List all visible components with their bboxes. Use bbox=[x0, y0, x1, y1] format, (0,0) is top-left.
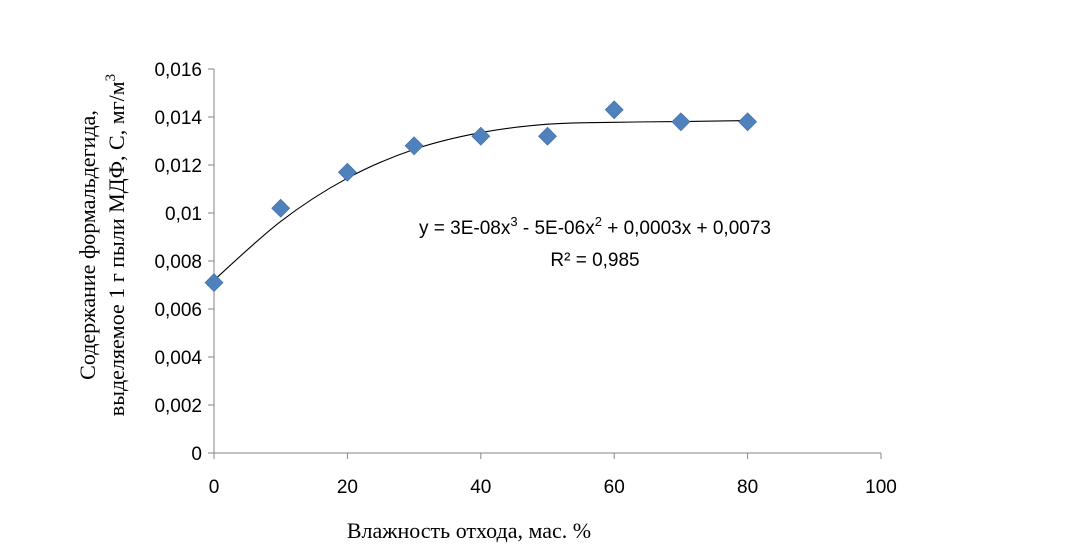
y-axis-title-line-2-text: выделяемое 1 г пыли МДФ, С, мг/м bbox=[104, 81, 129, 416]
y-axis-title: Содержание формальдегида, выделяемое 1 г… bbox=[75, 74, 129, 416]
equation-part-3: + 0,0003x + 0,0073 bbox=[602, 218, 771, 239]
y-axis-ticks: 0 0,002 0,004 0,006 0,008 0,01 0,012 0,014 0,016 bbox=[154, 60, 214, 465]
y-tick-label: 0 bbox=[191, 444, 202, 465]
y-axis-title-line-1: Содержание формальдегида, bbox=[75, 110, 100, 380]
y-tick-label: 0,016 bbox=[154, 60, 202, 81]
y-tick-label: 0,002 bbox=[154, 396, 202, 417]
data-point bbox=[337, 162, 357, 182]
y-tick-label: 0,004 bbox=[154, 348, 202, 369]
data-point bbox=[671, 112, 691, 132]
x-tick-label: 80 bbox=[737, 477, 758, 498]
x-tick-label: 20 bbox=[337, 477, 358, 498]
x-axis-ticks: 0 20 40 60 80 100 bbox=[209, 453, 897, 498]
x-tick-label: 0 bbox=[209, 477, 220, 498]
data-point bbox=[538, 126, 557, 146]
x-tick-label: 100 bbox=[865, 477, 897, 498]
y-tick-label: 0,008 bbox=[154, 252, 202, 273]
data-point bbox=[471, 126, 491, 146]
data-points bbox=[204, 100, 758, 293]
x-axis-title: Влажность отхода, мас. % bbox=[347, 518, 591, 543]
data-point bbox=[404, 136, 424, 156]
equation-exponent-2: 2 bbox=[595, 214, 602, 229]
equation-part-2: - 5E-06x bbox=[518, 218, 596, 239]
y-tick-label: 0,006 bbox=[154, 300, 202, 321]
r-squared-label: R² = 0,985 bbox=[550, 250, 639, 271]
y-tick-label: 0,01 bbox=[165, 204, 202, 225]
data-point bbox=[204, 273, 224, 293]
y-tick-label: 0,014 bbox=[154, 108, 202, 129]
y-axis-title-superscript: 3 bbox=[103, 74, 119, 82]
x-tick-label: 40 bbox=[470, 477, 491, 498]
equation-part-1: y = 3E-08x bbox=[419, 218, 511, 239]
data-point bbox=[738, 112, 758, 132]
x-tick-label: 60 bbox=[604, 477, 625, 498]
equation-exponent-3: 3 bbox=[510, 214, 517, 229]
y-axis-title-line-2: выделяемое 1 г пыли МДФ, С, мг/м3 bbox=[103, 74, 129, 416]
trendline-equation: y = 3E-08x3 - 5E-06x2 + 0,0003x + 0,0073 bbox=[419, 214, 771, 239]
data-point bbox=[604, 100, 624, 120]
y-tick-label: 0,012 bbox=[154, 156, 202, 177]
data-point bbox=[271, 198, 291, 218]
